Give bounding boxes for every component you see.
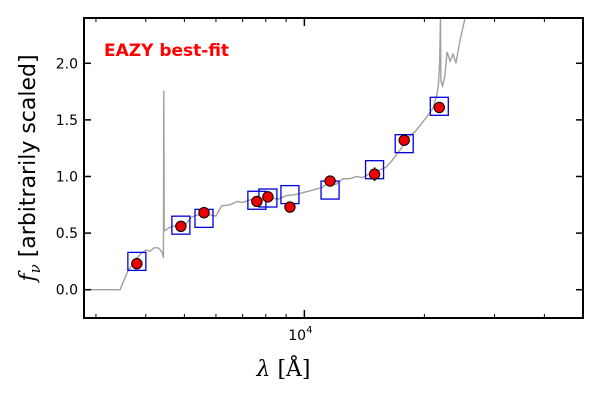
plot-frame [83,17,584,319]
photometry-point [398,134,410,146]
x-tick-label: 104 [288,325,312,344]
y-tick-label: 2.0 [56,56,78,72]
eazy-best-fit-annotation: EAZY best-fit [104,41,229,61]
best-fit-sed-line [84,18,466,291]
y-tick-label: 1.0 [56,169,78,185]
y-axis-label: fν [arbitrarily scaled] [16,54,44,283]
photometry-point [262,191,274,203]
model-flux-box [171,215,191,235]
y-tick-label: 0.5 [56,226,78,242]
model-flux-box [127,251,147,272]
photometry-point [175,220,187,233]
photometry-point [284,201,296,213]
y-tick-label: 0.0 [56,283,78,299]
photometry-point [198,207,210,219]
photometry-point [324,175,336,187]
photometry-point [251,195,263,208]
photometry-point [368,168,381,180]
x-axis-label: λ [Å] [256,354,311,382]
y-tick-label: 1.5 [56,113,78,129]
photometry-point [131,257,143,270]
photometry-point [433,101,445,114]
model-flux-box [429,96,449,116]
